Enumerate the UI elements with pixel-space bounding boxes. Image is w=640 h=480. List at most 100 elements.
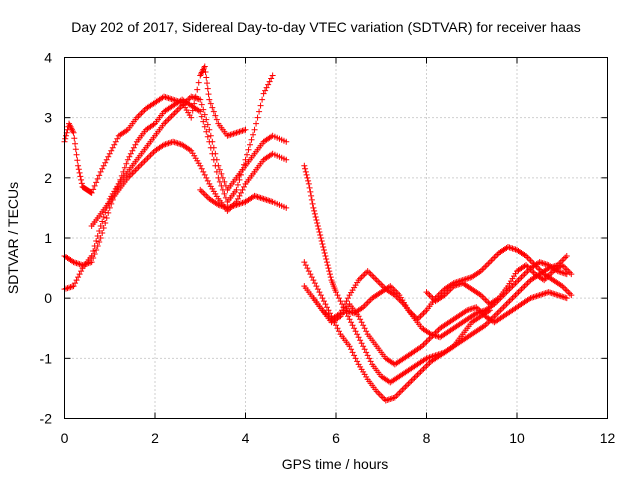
data-point-interp	[363, 328, 370, 335]
data-point-interp	[203, 174, 210, 181]
data-point-interp	[302, 165, 309, 172]
data-point-interp	[364, 299, 371, 306]
data-point	[215, 162, 222, 169]
data-point-interp	[321, 250, 328, 257]
data-point-interp	[202, 69, 209, 76]
data-point-interp	[425, 337, 432, 344]
data-point-interp	[263, 196, 270, 203]
x-tick-label: 10	[509, 430, 525, 446]
x-tick-labels: 0 2 4 6 8 10 12	[61, 430, 616, 446]
data-point-interp	[506, 286, 513, 293]
y-tick-label: -2	[40, 411, 53, 427]
data-point-interp	[256, 108, 263, 115]
data-point-interp	[507, 284, 514, 291]
data-point	[301, 259, 308, 266]
data-point-interp	[313, 283, 320, 290]
x-tick-label: 0	[61, 430, 69, 446]
data-point-interp	[521, 283, 528, 290]
data-point-interp	[307, 271, 314, 278]
data-point-interp	[109, 144, 116, 151]
data-point-interp	[325, 265, 332, 272]
data-point-interp	[165, 116, 172, 123]
data-point-interp	[320, 244, 327, 251]
data-point-interp	[139, 159, 146, 166]
data-point-interp	[75, 260, 82, 267]
data-point-interp	[538, 259, 545, 266]
data-point-interp	[76, 169, 83, 176]
data-point	[242, 126, 249, 133]
data-point-interp	[90, 248, 97, 255]
data-point-interp	[91, 251, 98, 258]
data-point-interp	[209, 138, 216, 145]
data-point-interp	[421, 340, 428, 347]
data-point	[346, 343, 353, 350]
data-point-interp	[560, 256, 567, 263]
data-point-interp	[129, 147, 136, 154]
data-point-interp	[420, 365, 427, 372]
data-point-interp	[99, 229, 106, 236]
data-point	[224, 204, 231, 211]
data-point-interp	[535, 292, 542, 299]
data-point-interp	[378, 392, 385, 399]
data-point-interp	[198, 113, 205, 120]
data-point-interp	[426, 335, 433, 342]
data-point-interp	[127, 150, 134, 157]
data-point-interp	[541, 260, 548, 267]
data-point	[518, 274, 525, 281]
data-point-interp	[164, 117, 171, 124]
data-point-interp	[322, 253, 329, 260]
data-point-interp	[307, 188, 314, 195]
data-point-interp	[228, 131, 235, 138]
data-point-interp	[482, 263, 489, 270]
data-point-interp	[311, 210, 318, 217]
data-point-interp	[314, 219, 321, 226]
data-point-interp	[100, 162, 107, 169]
data-point-interp	[219, 174, 226, 181]
data-point-interp	[352, 355, 359, 362]
data-point-interp	[253, 193, 260, 200]
data-point-interp	[162, 94, 169, 101]
y-tick-label: -1	[40, 350, 53, 366]
data-point-interp	[423, 338, 430, 345]
data-point-interp	[308, 274, 315, 281]
data-point-interp	[326, 271, 333, 278]
data-point-interp	[200, 106, 207, 113]
data-point-interp	[203, 192, 210, 199]
data-point-interp	[421, 308, 428, 315]
y-tick-label: 2	[44, 170, 52, 186]
data-point-interp	[147, 152, 154, 159]
data-point-interp	[236, 128, 243, 135]
data-point-interp	[501, 302, 508, 309]
data-point-interp	[77, 173, 84, 180]
y-tick-label: 4	[44, 50, 52, 66]
data-point-interp	[366, 355, 373, 362]
data-point-interp	[200, 168, 207, 175]
plot-frame	[64, 57, 608, 419]
data-point-interp	[418, 311, 425, 318]
data-point	[260, 195, 267, 202]
y-axis-label: SDTVAR / TECUs	[5, 182, 21, 294]
x-tick-label: 2	[151, 430, 159, 446]
data-point-interp	[317, 235, 324, 241]
data-point-interp	[62, 135, 69, 142]
data-point-interp	[510, 281, 517, 288]
axis-ticks	[64, 57, 608, 419]
data-point-interp	[96, 172, 103, 179]
data-point-interp	[348, 319, 355, 326]
data-point-interp	[99, 218, 106, 225]
series-trace-6	[301, 162, 493, 386]
data-point-interp	[313, 216, 320, 223]
data-point-interp	[212, 150, 219, 157]
data-point-interp	[71, 135, 78, 142]
data-point-interp	[67, 284, 74, 291]
data-point-interp	[360, 272, 367, 279]
data-point-interp	[259, 195, 266, 202]
data-point-interp	[527, 257, 534, 264]
data-point-interp	[378, 281, 385, 288]
data-point-interp	[375, 278, 382, 285]
data-point-interp	[342, 301, 349, 308]
data-point-interp	[91, 243, 98, 250]
data-point-interp	[309, 200, 316, 207]
data-point-interp	[240, 183, 247, 190]
data-point-interp	[358, 274, 365, 281]
